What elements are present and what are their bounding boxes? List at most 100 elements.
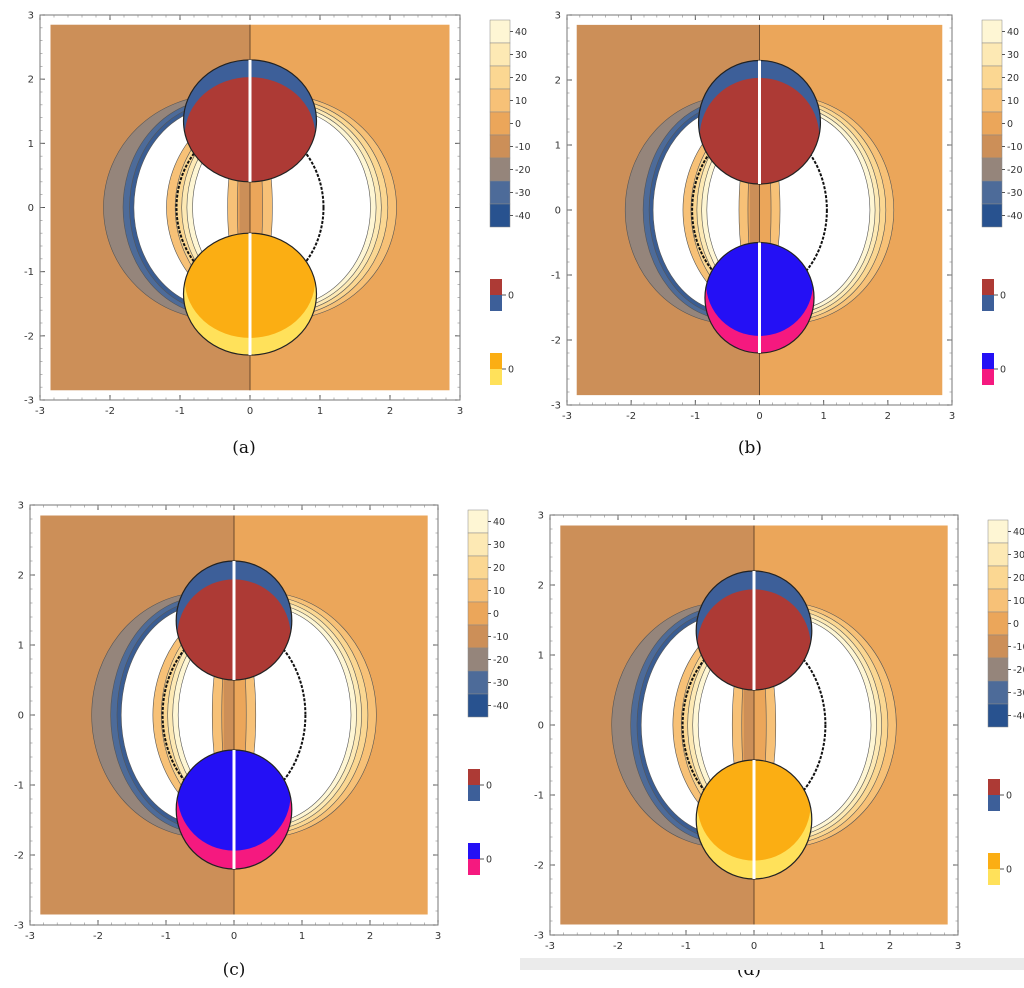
x-tick-label: -1 (690, 411, 700, 422)
small-legend-swatch-top (490, 279, 502, 295)
colorbar-label: 40 (1013, 527, 1024, 538)
colorbar-swatch (987, 703, 1009, 728)
small-legend-label: 0 (1006, 865, 1012, 876)
x-tick-label: 2 (885, 411, 891, 422)
colorbar-swatch (981, 88, 1003, 113)
x-tick-label: -3 (35, 406, 45, 417)
colorbar-swatch (467, 624, 489, 649)
colorbar: 40 30 20 10 0 -10 -20 -30 -40 (981, 19, 1023, 228)
lower-disk (182, 232, 318, 356)
colorbar-swatch (981, 111, 1003, 136)
x-tick-label: -3 (25, 931, 35, 942)
x-tick-label: 2 (887, 941, 893, 952)
colorbar-label: 40 (515, 27, 527, 38)
y-tick-label: -2 (534, 861, 544, 872)
colorbar-label: 30 (1007, 50, 1019, 61)
colorbar-label: -20 (515, 165, 531, 176)
y-tick-label: -1 (14, 781, 24, 792)
colorbar-label: -40 (493, 701, 509, 712)
panel-d: -3-2-101233210-1-2-3403020100-10-20-30-4… (534, 511, 1024, 965)
colorbar-label: 0 (515, 119, 521, 130)
x-tick-label: 3 (955, 941, 961, 952)
colorbar-swatch (987, 565, 1009, 590)
colorbar-swatch (467, 555, 489, 580)
x-tick-label: 3 (949, 411, 955, 422)
colorbar-swatch (489, 180, 511, 205)
colorbar-swatch (489, 134, 511, 159)
colorbar-swatch (981, 65, 1003, 90)
y-tick-label: -3 (551, 401, 561, 412)
small-legend-label: 0 (508, 365, 514, 376)
small-legend-swatch-bottom (468, 859, 480, 875)
bottom-scrollbar (520, 958, 1024, 970)
small-legend: 0 (490, 279, 514, 311)
colorbar-swatch (489, 157, 511, 182)
y-tick-label: 0 (555, 206, 561, 217)
small-legend-swatch-top (982, 353, 994, 369)
y-tick-label: 2 (18, 571, 24, 582)
y-tick-label: 0 (18, 711, 24, 722)
colorbar-swatch (467, 693, 489, 718)
small-legend-label: 0 (1000, 291, 1006, 302)
colorbar-swatch (489, 19, 511, 44)
y-tick-label: 1 (18, 641, 24, 652)
y-tick-label: -2 (551, 336, 561, 347)
x-tick-label: 1 (299, 931, 305, 942)
small-legend: 0 (982, 279, 1006, 311)
colorbar-label: -20 (1013, 665, 1024, 676)
colorbar-label: 20 (515, 73, 527, 84)
x-tick-label: -2 (613, 941, 623, 952)
colorbar-label: -30 (1007, 188, 1023, 199)
x-tick-label: -1 (175, 406, 185, 417)
colorbar-label: -30 (493, 678, 509, 689)
y-tick-label: -1 (24, 267, 34, 278)
x-tick-label: -1 (681, 941, 691, 952)
colorbar-label: 30 (493, 540, 505, 551)
small-legend: 0 (468, 843, 492, 875)
x-tick-label: -2 (105, 406, 115, 417)
colorbar-swatch (489, 88, 511, 113)
x-tick-label: -2 (626, 411, 636, 422)
upper-disk (175, 560, 293, 681)
colorbar-swatch (987, 680, 1009, 705)
colorbar-swatch (489, 203, 511, 228)
small-legend-swatch-bottom (490, 295, 502, 311)
colorbar-swatch (467, 670, 489, 695)
colorbar-label: 20 (493, 563, 505, 574)
caption-b: (b) (737, 438, 763, 458)
y-tick-label: 3 (538, 511, 544, 522)
colorbar-label: -10 (515, 142, 531, 153)
small-legend: 0 (988, 853, 1012, 885)
colorbar-label: -30 (1013, 688, 1024, 699)
y-tick-label: 3 (555, 11, 561, 22)
x-tick-label: 2 (387, 406, 393, 417)
small-legend-swatch-bottom (988, 795, 1000, 811)
colorbar-swatch (987, 542, 1009, 567)
y-tick-label: 3 (18, 501, 24, 512)
colorbar-swatch (489, 65, 511, 90)
colorbar-swatch (987, 657, 1009, 682)
colorbar-label: 0 (1007, 119, 1013, 130)
y-tick-label: -2 (14, 851, 24, 862)
lower-disk (704, 241, 815, 354)
colorbar: 40 30 20 10 0 -10 -20 -30 -40 (489, 19, 531, 228)
plot-area (40, 515, 428, 915)
colorbar-swatch (987, 588, 1009, 613)
panel-b: -3 -2 -1 0 1 2 3 3 2 1 0 -1 -2 -3 40 30 20 10 0 -10 -20 -30 -4… (551, 11, 1023, 435)
small-legend-label: 0 (1006, 791, 1012, 802)
y-tick-label: -2 (24, 331, 34, 342)
colorbar-swatch (467, 509, 489, 534)
small-legend-swatch-bottom (982, 295, 994, 311)
colorbar: 40 30 20 10 0 -10 -20 -30 -40 (987, 519, 1024, 728)
colorbar-label: 30 (515, 50, 527, 61)
contour-plot: -3-2-101233210-1-2-3403020100-10-20-30-4… (534, 511, 1024, 953)
x-tick-label: 3 (457, 406, 463, 417)
colorbar-label: -20 (493, 655, 509, 666)
x-tick-label: 0 (231, 931, 237, 942)
colorbar-swatch (987, 634, 1009, 659)
small-legend-label: 0 (508, 291, 514, 302)
y-tick-label: -1 (551, 271, 561, 282)
